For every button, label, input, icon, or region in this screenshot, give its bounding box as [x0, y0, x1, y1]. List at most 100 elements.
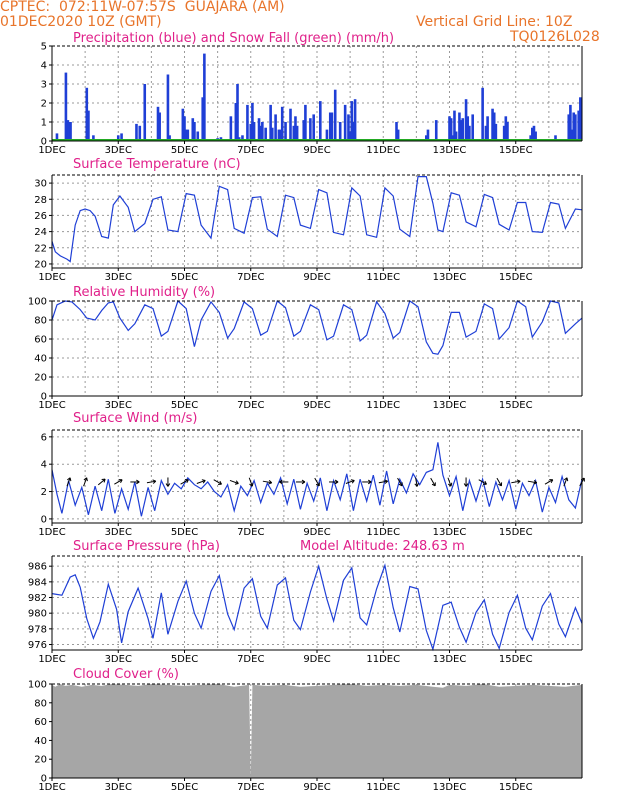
wind-arrow-head: [549, 479, 554, 484]
x-tick-label: 11DEC: [366, 654, 400, 665]
y-tick-label: 4: [41, 61, 47, 72]
wind-arrow: [527, 480, 538, 485]
y-tick-label: 6: [41, 432, 47, 443]
wind-arrow-head: [483, 480, 487, 485]
precipitation-bar: [531, 127, 534, 141]
x-tick-label: 13DEC: [433, 145, 467, 156]
x-tick-label: 5DEC: [171, 782, 198, 793]
wind-arrow: [563, 477, 569, 487]
y-tick-label: 0: [41, 514, 47, 525]
x-tick-label: 7DEC: [237, 527, 264, 538]
wind-arrow-head: [431, 482, 436, 487]
y-tick-label: 1: [41, 118, 47, 129]
wind-arrow: [329, 479, 339, 485]
precipitation-bar: [234, 103, 238, 141]
y-tick-label: 24: [34, 227, 47, 238]
precipitation-bar: [264, 127, 267, 141]
wind-arrow: [229, 479, 239, 485]
x-tick-label: 3DEC: [105, 782, 132, 793]
precipitation-bar: [257, 118, 261, 141]
x-tick-label: 15DEC: [499, 400, 533, 411]
precipitation-bar: [143, 84, 147, 141]
wind-arrow-head: [118, 479, 123, 484]
precipitation-bar: [184, 129, 188, 141]
precipitation-bar: [309, 118, 312, 141]
precipitation-bar: [92, 135, 95, 141]
wind-arrow-head: [268, 480, 273, 485]
y-tick-label: 28: [34, 195, 47, 206]
y-tick-label: 40: [34, 354, 47, 365]
wind-arrow: [496, 477, 503, 487]
header-date-line: 01DEC2020 10Z (GMT): [0, 14, 162, 30]
y-tick-label: 20: [34, 755, 47, 766]
wind-arrow-head: [249, 482, 254, 487]
precipitation-bar: [236, 84, 239, 141]
precipitation-bar: [532, 125, 536, 141]
precipitation-bar: [289, 108, 292, 141]
x-tick-label: 1DEC: [38, 527, 65, 538]
wind-arrow-head: [367, 479, 372, 485]
precipitation-bar: [425, 135, 428, 141]
precipitation-bar: [241, 135, 244, 141]
wind-arrow-head: [201, 479, 206, 484]
wind-arrow-head: [533, 480, 538, 485]
precipitation-bar: [259, 125, 262, 141]
x-tick-label: 1DEC: [38, 400, 65, 411]
precipitation-bar: [64, 72, 68, 141]
precipitation-bar: [468, 125, 471, 141]
wind-arrow-head: [83, 477, 88, 482]
precipitation-bar: [138, 125, 142, 141]
precipitation-bar: [55, 133, 59, 141]
precipitation-bar: [554, 135, 557, 141]
wind-arrow-head: [136, 479, 140, 485]
precipitation-bar: [120, 133, 123, 141]
wind-arrow: [97, 478, 106, 486]
x-tick-label: 5DEC: [171, 527, 198, 538]
precipitation-bar: [454, 131, 458, 141]
precipitation-bar: [168, 135, 171, 141]
precipitation-bar: [466, 116, 470, 141]
x-tick-label: 13DEC: [433, 654, 467, 665]
wind-arrow: [83, 477, 88, 487]
wind-arrow: [114, 479, 123, 485]
x-tick-label: 13DEC: [433, 272, 467, 283]
wind-arrow-shaft: [196, 479, 206, 484]
wind-arrow: [511, 479, 521, 484]
precipitation-bar: [570, 129, 574, 141]
y-tick-label: 0: [41, 137, 47, 148]
y-tick-label: 2: [41, 99, 47, 110]
x-tick-label: 5DEC: [171, 654, 198, 665]
precipitation-bar: [302, 120, 306, 141]
x-tick-label: 7DEC: [237, 272, 264, 283]
wind-arrow: [314, 477, 320, 487]
precipitation-bar: [69, 122, 72, 141]
panel-0: 0 1 2 3 4 5 1DEC 3DEC 5DEC 7DEC 9DEC 11DEC 13DEC 15DE…: [38, 31, 583, 156]
precipitation-bar: [193, 122, 196, 141]
precipitation-bar: [353, 99, 357, 141]
wind-arrow-head: [414, 482, 419, 487]
y-tick-label: 20: [34, 373, 47, 384]
series-line: [51, 299, 583, 355]
precipitation-bar: [350, 101, 354, 141]
y-tick-label: 982: [28, 593, 47, 604]
wind-arrow-shaft: [213, 479, 222, 485]
panel-2: 0 20 40 60 80 100 1DEC 3DEC 5DEC 7DEC 9DEC 11DEC 13D…: [28, 285, 583, 411]
wind-arrow-head: [498, 482, 503, 487]
wind-arrow: [295, 479, 306, 485]
precipitation-bar: [277, 129, 281, 141]
precipitation-bar: [492, 112, 496, 141]
y-tick-label: 30: [34, 179, 47, 190]
x-tick-label: 11DEC: [366, 527, 400, 538]
wind-arrow: [544, 479, 554, 485]
precipitation-bar: [186, 129, 190, 141]
y-tick-label: 4: [41, 460, 47, 471]
panel-title: Cloud Cover (%): [73, 667, 179, 682]
precipitation-bar: [464, 99, 468, 141]
y-tick-label: 978: [28, 624, 47, 635]
x-tick-label: 11DEC: [366, 272, 400, 283]
precipitation-bar: [66, 120, 70, 141]
panel-3: 0 2 4 6 1DEC 3DEC 5DEC 7DEC 9DEC 11DEC 13DEC 15DEC S…: [38, 411, 585, 538]
precipitation-bar: [325, 129, 329, 141]
y-tick-label: 60: [34, 717, 47, 728]
header-run-code: TQ0126L028: [510, 29, 600, 45]
